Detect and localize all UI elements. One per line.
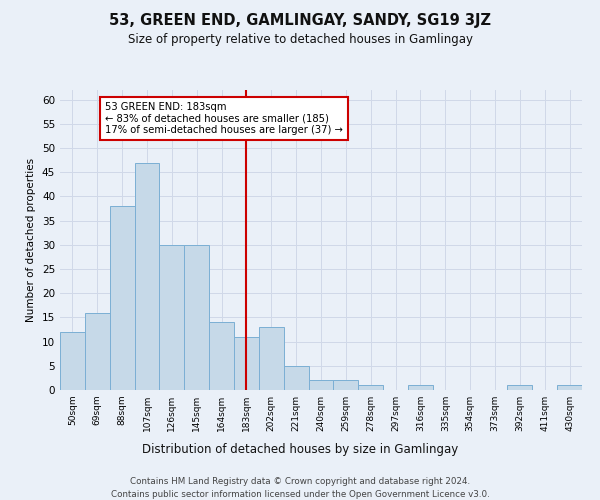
Text: Distribution of detached houses by size in Gamlingay: Distribution of detached houses by size … (142, 442, 458, 456)
Bar (184, 245, 209, 390)
Y-axis label: Number of detached properties: Number of detached properties (26, 158, 37, 322)
Bar (557, 385, 582, 390)
Bar (308, 380, 334, 390)
Bar (408, 385, 433, 390)
Bar (334, 380, 358, 390)
Bar (160, 245, 184, 390)
Bar (110, 206, 134, 390)
Bar (234, 337, 259, 390)
Bar (508, 385, 532, 390)
Text: Size of property relative to detached houses in Gamlingay: Size of property relative to detached ho… (128, 32, 473, 46)
Text: Contains HM Land Registry data © Crown copyright and database right 2024.: Contains HM Land Registry data © Crown c… (130, 478, 470, 486)
Bar (259, 327, 284, 390)
Bar (284, 366, 308, 390)
Text: Contains public sector information licensed under the Open Government Licence v3: Contains public sector information licen… (110, 490, 490, 499)
Bar (209, 322, 234, 390)
Text: 53, GREEN END, GAMLINGAY, SANDY, SG19 3JZ: 53, GREEN END, GAMLINGAY, SANDY, SG19 3J… (109, 12, 491, 28)
Bar (60, 332, 85, 390)
Text: 53 GREEN END: 183sqm
← 83% of detached houses are smaller (185)
17% of semi-deta: 53 GREEN END: 183sqm ← 83% of detached h… (105, 102, 343, 136)
Bar (134, 162, 160, 390)
Bar (358, 385, 383, 390)
Bar (85, 312, 110, 390)
